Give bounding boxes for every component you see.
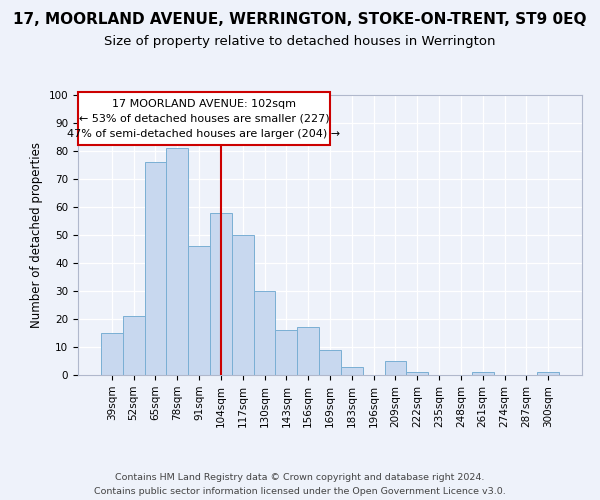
Bar: [275, 330, 297, 375]
Bar: [210, 212, 232, 375]
Bar: [145, 162, 166, 375]
Text: 17, MOORLAND AVENUE, WERRINGTON, STOKE-ON-TRENT, ST9 0EQ: 17, MOORLAND AVENUE, WERRINGTON, STOKE-O…: [13, 12, 587, 28]
Bar: [341, 366, 363, 375]
Text: Contains HM Land Registry data © Crown copyright and database right 2024.: Contains HM Land Registry data © Crown c…: [115, 472, 485, 482]
Bar: [472, 372, 494, 375]
Bar: [297, 328, 319, 375]
Bar: [254, 291, 275, 375]
Y-axis label: Number of detached properties: Number of detached properties: [30, 142, 43, 328]
Bar: [188, 246, 210, 375]
Bar: [232, 235, 254, 375]
Bar: [123, 316, 145, 375]
Bar: [406, 372, 428, 375]
Bar: [385, 361, 406, 375]
Text: Contains public sector information licensed under the Open Government Licence v3: Contains public sector information licen…: [94, 488, 506, 496]
Bar: [319, 350, 341, 375]
FancyBboxPatch shape: [78, 92, 330, 146]
Bar: [166, 148, 188, 375]
Text: 17 MOORLAND AVENUE: 102sqm
← 53% of detached houses are smaller (227)
47% of sem: 17 MOORLAND AVENUE: 102sqm ← 53% of deta…: [67, 99, 341, 138]
Text: Size of property relative to detached houses in Werrington: Size of property relative to detached ho…: [104, 35, 496, 48]
Bar: [537, 372, 559, 375]
Bar: [101, 333, 123, 375]
